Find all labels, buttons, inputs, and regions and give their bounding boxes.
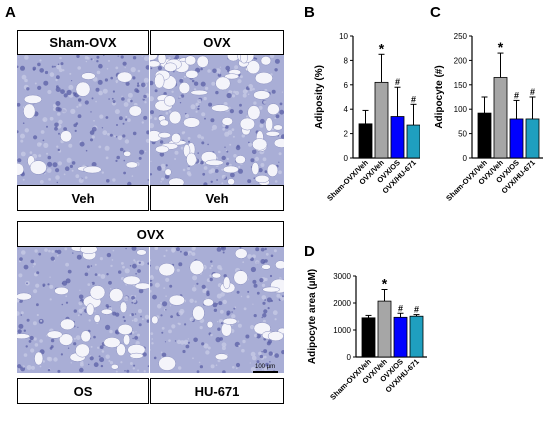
y-tick-label: 2000 [333, 299, 351, 308]
significance-mark-3: # [414, 305, 419, 315]
veh-label-left: Veh [17, 185, 149, 211]
y-axis-label: Adipocyte (#) [434, 65, 445, 128]
significance-mark-2: # [398, 303, 403, 313]
panel-c-letter: C [430, 4, 441, 21]
micrograph-ovx-veh [150, 55, 284, 185]
bar-2 [390, 116, 405, 159]
ovx-label: OVX [150, 30, 284, 55]
y-tick-label: 0 [347, 353, 352, 362]
significance-mark-1: * [379, 40, 385, 56]
y-tick-label: 250 [454, 32, 468, 41]
bar-2 [509, 118, 524, 159]
bar-0 [361, 317, 376, 358]
y-tick-label: 4 [344, 105, 349, 114]
significance-mark-3: # [411, 94, 416, 104]
significance-mark-3: # [530, 87, 535, 97]
panel-a-letter: A [5, 4, 16, 21]
micrograph-ovx-hu671 [150, 247, 284, 373]
veh-label-right: Veh [150, 185, 284, 211]
panel-d-letter: D [304, 243, 315, 260]
os-label: OS [17, 378, 149, 404]
significance-mark-1: * [498, 39, 504, 55]
panel-b-letter: B [304, 4, 315, 21]
scale-bar-label: 100 µm [255, 364, 276, 370]
y-tick-label: 100 [454, 105, 468, 114]
hu671-label: HU-671 [150, 378, 284, 404]
y-tick-label: 0 [344, 154, 349, 163]
y-tick-label: 10 [339, 32, 348, 41]
significance-mark-2: # [514, 90, 519, 100]
bar-0 [477, 112, 492, 159]
bar-3 [525, 118, 540, 159]
y-axis-label: Adipocyte area (µM) [307, 269, 318, 364]
micrograph-sham-ovx-veh [17, 55, 149, 185]
bar-1 [377, 300, 392, 358]
sham-ovx-label: Sham-OVX [17, 30, 149, 55]
y-tick-label: 150 [454, 81, 468, 90]
scale-bar [253, 371, 278, 373]
bar-2 [393, 316, 408, 358]
y-tick-label: 0 [463, 154, 468, 163]
significance-mark-1: * [382, 276, 388, 292]
y-tick-label: 2 [344, 130, 349, 139]
y-tick-label: 8 [344, 56, 349, 65]
bar-1 [374, 81, 389, 159]
significance-mark-2: # [395, 77, 400, 87]
y-tick-label: 200 [454, 56, 468, 65]
bar-1 [493, 77, 508, 159]
bar-0 [358, 123, 373, 159]
ovx-group-label: OVX [17, 221, 284, 247]
y-tick-label: 3000 [333, 272, 351, 281]
bar-3 [406, 124, 420, 159]
bar-3 [409, 315, 424, 358]
micrograph-ovx-os [17, 247, 149, 373]
y-tick-label: 50 [458, 130, 467, 139]
y-tick-label: 6 [344, 81, 349, 90]
y-tick-label: 1000 [333, 326, 351, 335]
y-axis-label: Adiposity (%) [314, 65, 325, 129]
